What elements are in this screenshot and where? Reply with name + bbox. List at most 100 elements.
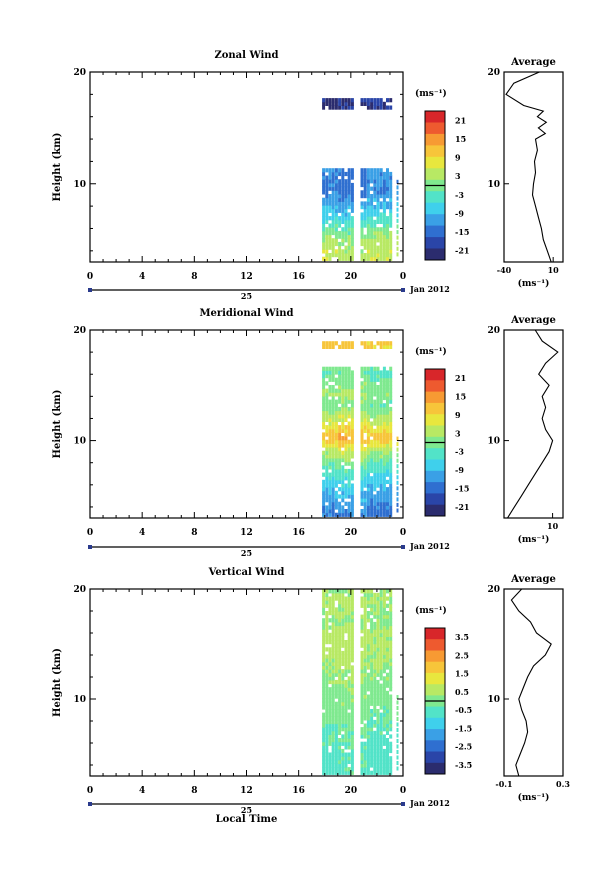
- heatmap-cell: [389, 341, 393, 346]
- heatmap-cell: [322, 672, 326, 677]
- heatmap-cell: [338, 756, 342, 761]
- heatmap-cell: [344, 741, 348, 746]
- heatmap-cell: [347, 443, 351, 448]
- heatmap-cell: [344, 723, 348, 728]
- heatmap-cell: [386, 216, 389, 221]
- heatmap-cell: [350, 249, 354, 254]
- heatmap-cell: [344, 253, 348, 258]
- heatmap-cell: [370, 661, 374, 666]
- y-axis-label: Height (km): [52, 648, 63, 717]
- heatmap-cell: [350, 650, 354, 656]
- heatmap-cell: [376, 629, 380, 634]
- heatmap-cell: [344, 607, 348, 612]
- heatmap-cell: [347, 654, 351, 659]
- heatmap-cell: [338, 414, 342, 419]
- heatmap-cell: [347, 186, 351, 191]
- heatmap-cell: [389, 366, 393, 371]
- heatmap-cell: [350, 748, 354, 754]
- heatmap-cell: [341, 676, 345, 681]
- heatmap-cell: [347, 399, 351, 404]
- heatmap-cell: [325, 227, 329, 232]
- colorbar-segment: [425, 145, 445, 158]
- heatmap-cell: [370, 175, 374, 180]
- heatmap-cell: [379, 741, 383, 746]
- heatmap-cell: [350, 592, 354, 597]
- heatmap-cell: [322, 223, 326, 228]
- heatmap-cell: [338, 197, 342, 202]
- heatmap-cell: [360, 748, 364, 754]
- heatmap-cell: [322, 227, 326, 232]
- colorbar-segment: [425, 639, 445, 651]
- heatmap-cell: [366, 483, 370, 488]
- heatmap-cell: [373, 741, 377, 746]
- heatmap-cell: [344, 716, 348, 721]
- heatmap-cell: [363, 600, 367, 605]
- heatmap-cell: [366, 101, 370, 106]
- heatmap-cell: [341, 705, 345, 710]
- heatmap-cell: [350, 385, 354, 390]
- heatmap-cell: [360, 253, 364, 258]
- heatmap-cell: [382, 607, 386, 612]
- heatmap-cell: [373, 603, 377, 608]
- colorbar-tick-label: -21: [455, 502, 469, 512]
- heatmap-cell: [386, 194, 389, 199]
- heatmap-cell: [341, 479, 345, 484]
- heatmap-cell: [389, 698, 393, 703]
- heatmap-cell: [382, 370, 386, 375]
- heatmap-cell: [350, 436, 354, 441]
- heatmap-cell: [338, 632, 342, 637]
- heatmap-cell: [360, 712, 364, 717]
- heatmap-cell: [360, 168, 364, 173]
- heatmap-cell: [360, 490, 364, 495]
- heatmap-cell: [350, 490, 354, 495]
- heatmap-cell: [331, 487, 335, 492]
- heatmap-cell: [341, 589, 345, 594]
- heatmap-cell: [386, 621, 389, 627]
- heatmap-cell: [396, 235, 399, 240]
- heatmap-cell: [366, 654, 370, 659]
- heatmap-cell: [325, 216, 329, 221]
- heatmap-cell: [334, 219, 338, 224]
- heatmap-cell: [341, 770, 345, 775]
- heatmap-cell: [386, 487, 389, 492]
- heatmap-cell: [363, 403, 367, 408]
- heatmap-cell: [396, 744, 399, 749]
- heatmap-cell: [344, 745, 348, 750]
- heatmap-cell: [347, 643, 351, 648]
- heatmap-cell: [334, 494, 338, 499]
- heatmap-cell: [366, 592, 370, 597]
- heatmap-cell: [338, 381, 342, 386]
- heatmap-cell: [328, 672, 332, 677]
- heatmap-cell: [376, 197, 380, 202]
- heatmap-cell: [360, 705, 364, 710]
- heatmap-cell: [325, 483, 329, 488]
- heatmap-cell: [325, 417, 329, 422]
- heatmap-cell: [328, 490, 332, 495]
- heatmap-cell: [347, 621, 351, 627]
- heatmap-cell: [334, 607, 338, 612]
- heatmap-cell: [331, 179, 335, 184]
- heatmap-cell: [366, 687, 370, 692]
- heatmap-cell: [347, 421, 351, 426]
- heatmap-cell: [376, 730, 380, 735]
- heatmap-cell: [386, 190, 389, 195]
- heatmap-cell: [386, 465, 389, 470]
- heatmap-cell: [328, 216, 332, 221]
- heatmap-cell: [363, 194, 367, 199]
- heatmap-cell: [341, 417, 345, 422]
- heatmap-cell: [334, 505, 338, 510]
- heatmap-cell: [334, 190, 338, 195]
- heatmap-cell: [376, 701, 380, 706]
- heatmap-cell: [363, 461, 367, 466]
- heatmap-cell: [376, 212, 380, 217]
- heatmap-cell: [350, 377, 354, 382]
- heatmap-cell: [373, 738, 377, 743]
- heatmap-cell: [331, 698, 335, 703]
- heatmap-cell: [389, 370, 393, 375]
- colorbar-tick-label: 9: [455, 153, 461, 163]
- heatmap-cell: [379, 683, 383, 688]
- heatmap-cell: [366, 234, 370, 239]
- plot-frame: [89, 588, 404, 777]
- heatmap-cell: [389, 650, 393, 656]
